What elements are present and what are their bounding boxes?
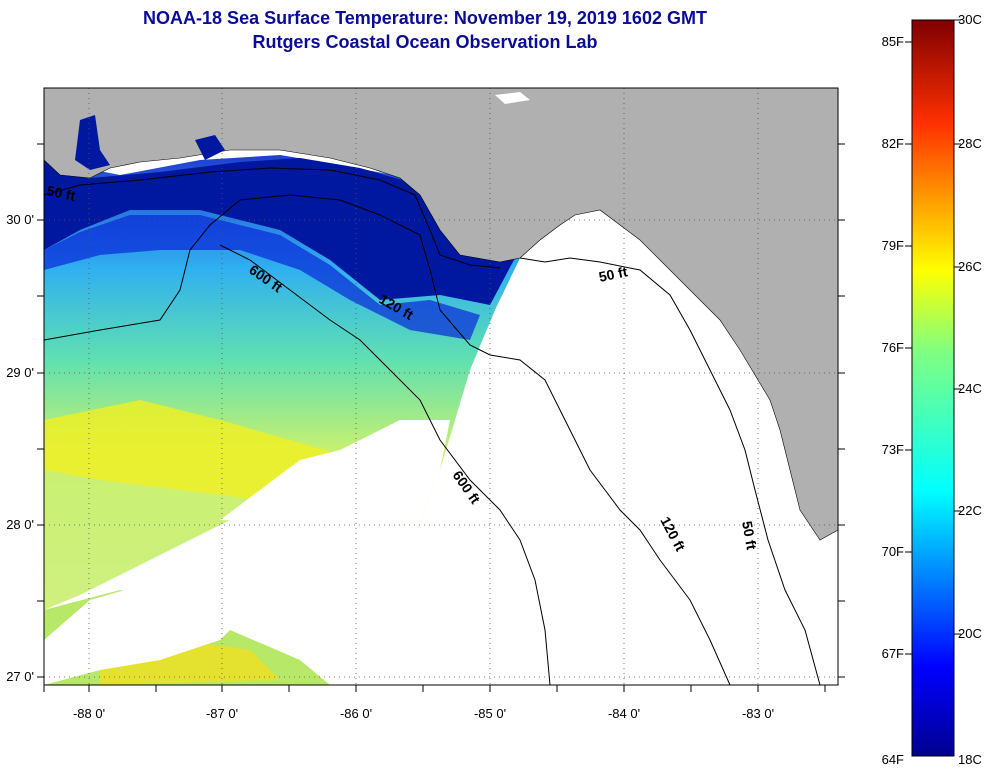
- f-label: 79F: [882, 238, 904, 253]
- lon-label: -87 0': [206, 706, 238, 721]
- celsius-labels: 30C 28C 26C 24C 22C 20C 18C: [958, 12, 982, 767]
- latitude-labels: 30 0' 29 0' 28 0' 27 0': [6, 212, 34, 684]
- lon-label: -86 0': [340, 706, 372, 721]
- f-label: 70F: [882, 544, 904, 559]
- f-label: 64F: [882, 752, 904, 767]
- c-label: 28C: [958, 136, 982, 151]
- cloud-mask: [44, 560, 260, 685]
- colorbar-gradient: [911, 19, 955, 757]
- axis-ticks: [37, 143, 845, 692]
- lat-label: 28 0': [6, 517, 34, 532]
- bay: [75, 115, 110, 170]
- contour-label: 50 ft: [739, 520, 760, 551]
- cool-band: [44, 215, 480, 340]
- contour-600ft: [219, 244, 551, 685]
- depth-contours: [44, 167, 821, 685]
- f-label: 85F: [882, 34, 904, 49]
- bay: [195, 135, 225, 160]
- lon-label: -84 0': [608, 706, 640, 721]
- c-label: 18C: [958, 752, 982, 767]
- c-label: 22C: [958, 503, 982, 518]
- colorbar-ticks: [905, 19, 961, 655]
- c-label: 30C: [958, 12, 982, 27]
- cloud-over-land: [495, 92, 530, 104]
- map-title: NOAA-18 Sea Surface Temperature: Novembe…: [143, 8, 707, 28]
- contour-label: 50 ft: [45, 182, 77, 204]
- lat-label: 29 0': [6, 365, 34, 380]
- lon-label: -83 0': [742, 706, 774, 721]
- f-label: 76F: [882, 340, 904, 355]
- lon-label: -85 0': [474, 706, 506, 721]
- f-label: 73F: [882, 442, 904, 457]
- fahrenheit-labels: 85F 82F 79F 76F 73F 70F 67F 64F: [882, 34, 904, 767]
- longitude-labels: -88 0' -87 0' -86 0' -85 0' -84 0' -83 0…: [73, 706, 774, 721]
- colorbar: 85F 82F 79F 76F 73F 70F 67F 64F 30C 28C …: [882, 12, 982, 767]
- map-plot-area: 50 ft 120 ft 600 ft 600 ft 120 ft 50 ft …: [44, 88, 838, 685]
- land-mass: [44, 88, 838, 541]
- f-label: 67F: [882, 646, 904, 661]
- contour-50ft-east: [519, 257, 821, 685]
- contour-50ft-west: [44, 167, 501, 269]
- cold-nearshore-band: [44, 158, 515, 305]
- cloud-mask: [220, 420, 450, 525]
- map-subtitle: Rutgers Coastal Ocean Observation Lab: [252, 32, 598, 52]
- map-border: [43, 87, 839, 686]
- lat-label: 27 0': [6, 669, 34, 684]
- contour-120ft: [44, 194, 731, 685]
- lat-label: 30 0': [6, 212, 34, 227]
- lon-label: -88 0': [73, 706, 105, 721]
- c-label: 24C: [958, 381, 982, 396]
- contour-label: 50 ft: [597, 263, 629, 285]
- c-label: 26C: [958, 259, 982, 274]
- c-label: 20C: [958, 626, 982, 641]
- f-label: 82F: [882, 136, 904, 151]
